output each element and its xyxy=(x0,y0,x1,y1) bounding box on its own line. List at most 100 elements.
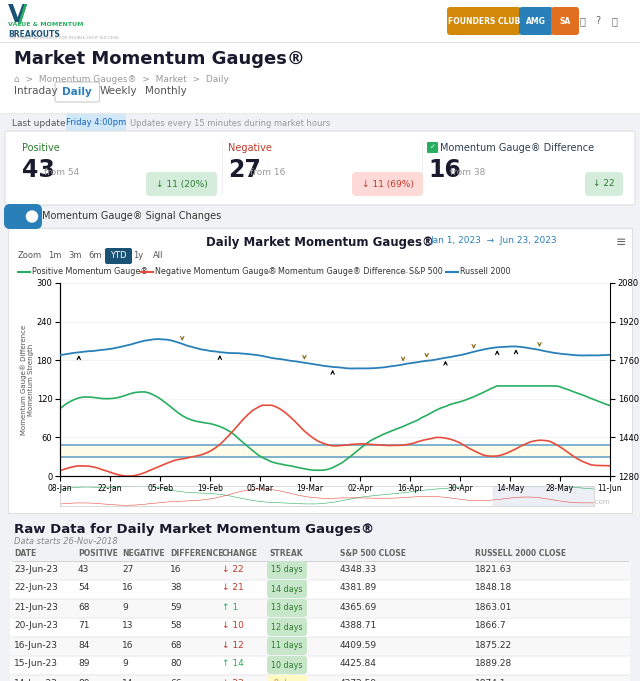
Bar xyxy=(8,228,632,513)
Text: 4348.33: 4348.33 xyxy=(340,565,377,573)
FancyBboxPatch shape xyxy=(55,82,99,102)
Text: NEGATIVE: NEGATIVE xyxy=(122,549,164,558)
Text: 1889.28: 1889.28 xyxy=(475,659,512,669)
Text: 1821.63: 1821.63 xyxy=(475,565,512,573)
Text: 1848.18: 1848.18 xyxy=(475,584,512,592)
FancyBboxPatch shape xyxy=(352,172,423,196)
FancyBboxPatch shape xyxy=(519,7,553,35)
Text: 11 days: 11 days xyxy=(271,642,303,650)
Text: Data starts 26-Nov-2018: Data starts 26-Nov-2018 xyxy=(14,537,118,546)
Text: vmbreakouts.com: vmbreakouts.com xyxy=(547,499,610,505)
Text: from 54: from 54 xyxy=(44,168,79,177)
Text: 1m: 1m xyxy=(48,251,61,261)
Text: Momentum Gauge® Difference: Momentum Gauge® Difference xyxy=(278,268,405,276)
Text: ?: ? xyxy=(595,16,600,26)
Bar xyxy=(0,0,640,42)
Text: ↓ 22: ↓ 22 xyxy=(593,180,615,189)
Text: 59: 59 xyxy=(170,603,182,612)
Text: 10 days: 10 days xyxy=(271,661,303,669)
FancyBboxPatch shape xyxy=(146,172,217,196)
Text: 3m: 3m xyxy=(68,251,81,261)
Bar xyxy=(0,113,640,114)
Bar xyxy=(10,675,630,681)
Text: 84: 84 xyxy=(78,641,90,650)
Text: 16: 16 xyxy=(170,565,182,573)
Bar xyxy=(0,42,640,43)
Text: 4409.59: 4409.59 xyxy=(340,641,377,650)
Text: Raw Data for Daily Market Momentum Gauges®: Raw Data for Daily Market Momentum Gauge… xyxy=(14,523,374,536)
Text: 66: 66 xyxy=(170,678,182,681)
Text: S&P 500: S&P 500 xyxy=(409,268,442,276)
Text: 43: 43 xyxy=(22,158,55,182)
Text: 12 days: 12 days xyxy=(271,622,303,631)
FancyBboxPatch shape xyxy=(267,656,307,674)
Text: BREAKOUTS: BREAKOUTS xyxy=(8,30,60,39)
Bar xyxy=(10,599,630,617)
Text: ↓ 23: ↓ 23 xyxy=(222,678,244,681)
Text: 🔔: 🔔 xyxy=(579,16,585,26)
FancyBboxPatch shape xyxy=(5,131,635,205)
FancyBboxPatch shape xyxy=(551,7,579,35)
Text: Daily: Daily xyxy=(62,87,92,97)
Bar xyxy=(0,206,640,226)
Text: 4365.69: 4365.69 xyxy=(340,603,377,612)
Text: 1866.7: 1866.7 xyxy=(475,622,507,631)
Text: STREAK: STREAK xyxy=(270,549,303,558)
Text: 4372.59: 4372.59 xyxy=(340,678,377,681)
Text: 27: 27 xyxy=(122,565,133,573)
Bar xyxy=(0,114,640,132)
Text: Weekly: Weekly xyxy=(100,86,138,96)
Text: 20-Jun-23: 20-Jun-23 xyxy=(14,622,58,631)
Text: 43: 43 xyxy=(78,565,90,573)
Text: RUSSELL 2000 CLOSE: RUSSELL 2000 CLOSE xyxy=(475,549,566,558)
Text: YTD: YTD xyxy=(110,251,127,261)
Text: ≡: ≡ xyxy=(616,236,626,249)
FancyBboxPatch shape xyxy=(66,114,126,131)
FancyBboxPatch shape xyxy=(267,580,307,598)
Text: /: / xyxy=(18,3,27,27)
Text: 14: 14 xyxy=(122,678,133,681)
Text: S&P 500 CLOSE: S&P 500 CLOSE xyxy=(340,549,406,558)
Text: Positive: Positive xyxy=(22,143,60,153)
Text: SA: SA xyxy=(559,16,571,25)
Text: DIFFERENCE: DIFFERENCE xyxy=(170,549,223,558)
Text: 15 days: 15 days xyxy=(271,565,303,575)
Text: ↓ 10: ↓ 10 xyxy=(222,622,244,631)
Text: 21-Jun-23: 21-Jun-23 xyxy=(14,603,58,612)
Text: 👤: 👤 xyxy=(611,16,617,26)
Text: Daily Market Momentum Gauges®: Daily Market Momentum Gauges® xyxy=(206,236,434,249)
Text: 4425.84: 4425.84 xyxy=(340,659,377,669)
Text: ⌂  >  Momentum Gauges®  >  Market  >  Daily: ⌂ > Momentum Gauges® > Market > Daily xyxy=(14,75,229,84)
Text: V: V xyxy=(8,3,28,27)
Text: 58: 58 xyxy=(170,622,182,631)
Text: Momentum Gauge® Signal Changes: Momentum Gauge® Signal Changes xyxy=(42,211,221,221)
Text: All: All xyxy=(153,251,163,261)
Text: 9 days: 9 days xyxy=(274,680,300,681)
Bar xyxy=(10,637,630,655)
Text: ↑ 1: ↑ 1 xyxy=(222,603,238,612)
Text: Russell 2000: Russell 2000 xyxy=(460,268,511,276)
FancyBboxPatch shape xyxy=(267,675,307,681)
Text: THE FINANCIAL MODELS FOR DOUBLE-DIGIT SUCCESS: THE FINANCIAL MODELS FOR DOUBLE-DIGIT SU… xyxy=(8,36,119,40)
Text: Negative Momentum Gauge®: Negative Momentum Gauge® xyxy=(155,268,276,276)
Bar xyxy=(493,486,593,506)
Text: Zoom: Zoom xyxy=(18,251,42,261)
Text: 14-Jun-23: 14-Jun-23 xyxy=(14,678,58,681)
Text: 1863.01: 1863.01 xyxy=(475,603,513,612)
Bar xyxy=(0,519,640,681)
Text: 80: 80 xyxy=(78,678,90,681)
FancyBboxPatch shape xyxy=(105,248,132,264)
Y-axis label: Momentum Gauge® Difference
Momentum Strength: Momentum Gauge® Difference Momentum Stre… xyxy=(20,324,34,434)
Text: Updates every 15 minutes during market hours: Updates every 15 minutes during market h… xyxy=(130,118,330,127)
Text: 15-Jun-23: 15-Jun-23 xyxy=(14,659,58,669)
Bar xyxy=(10,561,630,579)
Text: POSITIVE: POSITIVE xyxy=(78,549,118,558)
Text: DATE: DATE xyxy=(14,549,36,558)
Text: 16: 16 xyxy=(428,158,461,182)
Text: VALUE & MOMENTUM: VALUE & MOMENTUM xyxy=(8,22,83,27)
Text: 38: 38 xyxy=(170,584,182,592)
Text: Intraday: Intraday xyxy=(14,86,58,96)
Bar xyxy=(10,656,630,674)
Text: Market Momentum Gauges®: Market Momentum Gauges® xyxy=(14,50,305,68)
Text: ↑ 14: ↑ 14 xyxy=(222,659,244,669)
